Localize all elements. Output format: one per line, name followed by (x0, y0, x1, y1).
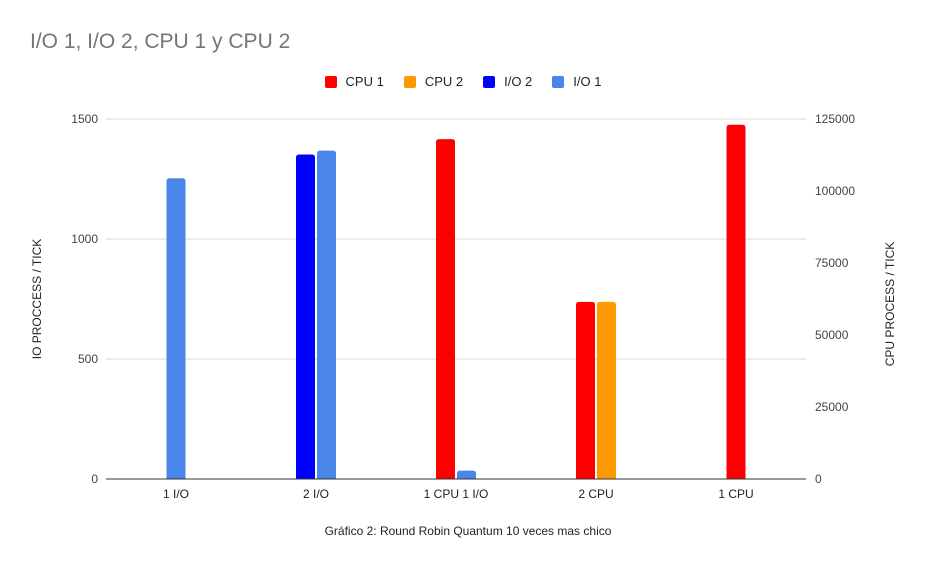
legend-label: I/O 2 (504, 74, 533, 89)
bar (436, 139, 455, 479)
y-right-tick-label: 25000 (815, 400, 849, 414)
bar (597, 301, 616, 479)
x-axis-title: Gráfico 2: Round Robin Quantum 10 veces … (324, 524, 612, 538)
y-left-tick-label: 0 (91, 472, 98, 486)
legend-label: CPU 1 (345, 74, 384, 89)
legend-swatch (552, 75, 565, 88)
bar (166, 178, 186, 479)
legend-label: I/O 1 (573, 74, 602, 89)
legend-label: CPU 2 (424, 74, 464, 89)
y-left-tick-label: 1000 (71, 232, 98, 246)
legend-item: CPU 1 (324, 74, 384, 89)
bar (296, 154, 315, 479)
x-tick-label: 1 CPU 1 I/O (424, 487, 489, 501)
y-right-tick-label: 50000 (815, 328, 849, 342)
y-left-tick-label: 500 (78, 352, 98, 366)
y-left-tick-label: 1500 (71, 112, 98, 126)
bar (576, 301, 595, 479)
x-tick-label: 1 I/O (163, 487, 189, 501)
bar (317, 150, 336, 479)
legend-swatch (324, 75, 337, 88)
y-left-axis-title: IO PROCCESS / TICK (30, 239, 44, 359)
legend-item: CPU 2 (403, 74, 464, 89)
bar (457, 470, 476, 479)
legend-item: I/O 2 (483, 74, 532, 89)
legend-swatch (403, 75, 416, 88)
y-right-axis-title: CPU PROCESS / TICK (883, 242, 897, 366)
chart-title: I/O 1, I/O 2, CPU 1 y CPU 2 (30, 30, 291, 53)
legend-swatch (483, 75, 496, 88)
x-tick-label: 2 I/O (303, 487, 329, 501)
x-tick-label: 2 CPU (578, 487, 613, 501)
y-right-tick-label: 100000 (815, 184, 855, 198)
legend: CPU 1 CPU 2 I/O 2 I/O 1 (0, 74, 926, 89)
legend-item: I/O 1 (552, 74, 601, 89)
y-right-tick-label: 0 (815, 472, 822, 486)
y-right-tick-label: 125000 (815, 112, 855, 126)
x-tick-label: 1 CPU (718, 487, 753, 501)
y-right-tick-label: 75000 (815, 256, 849, 270)
bar (726, 124, 746, 479)
